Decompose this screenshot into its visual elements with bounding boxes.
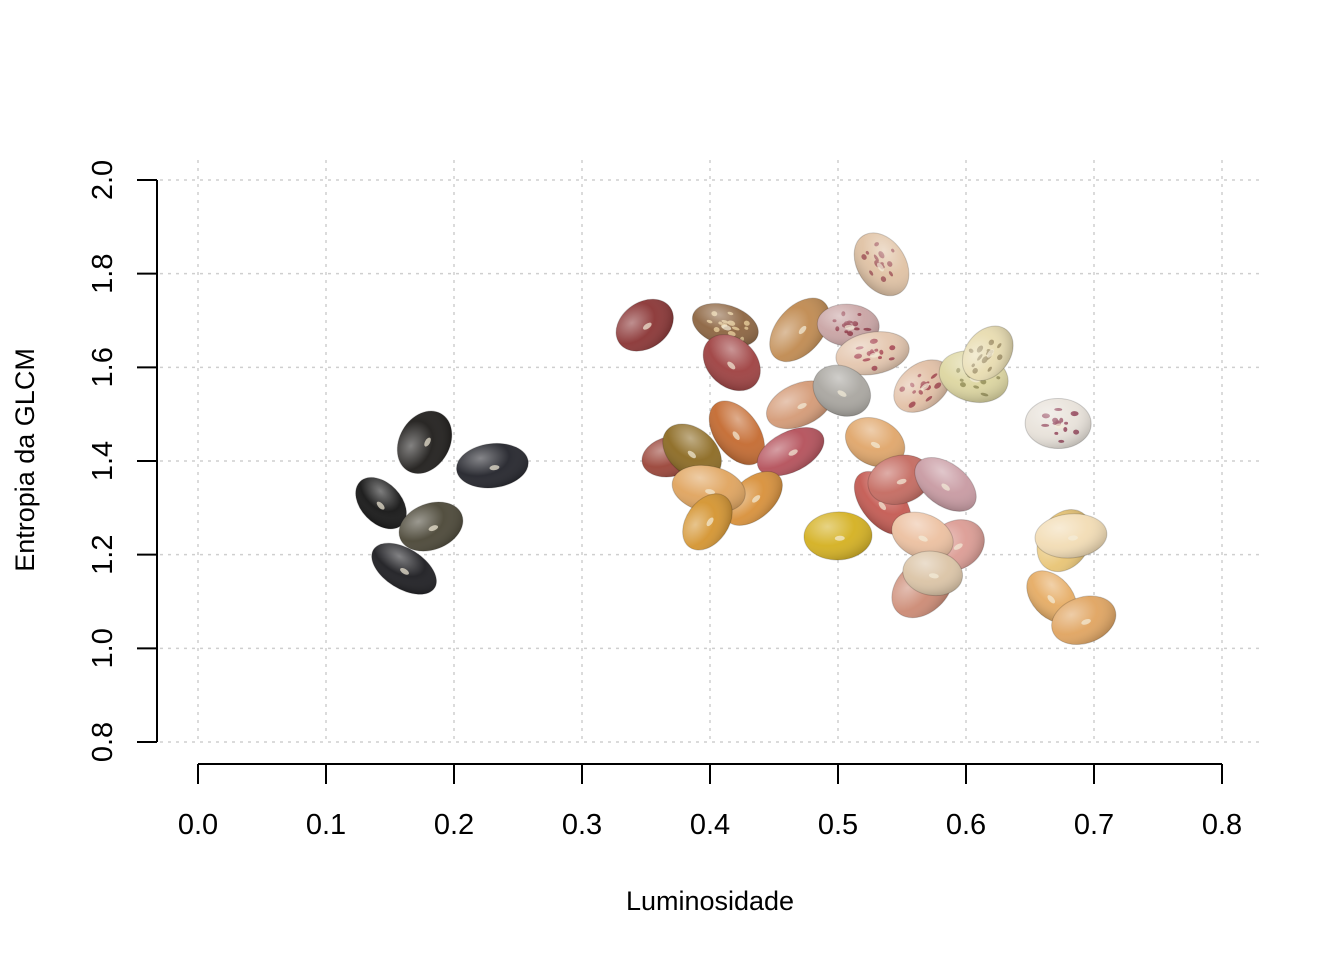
axes: 0.0 0.1 0.2 0.3 0.4 0.5 0.6 0.7 0.8 0.8 1.0 1.2 1.4 1… <box>87 160 1242 841</box>
bean-point <box>844 417 906 468</box>
bean-point <box>853 232 910 297</box>
data-points <box>355 232 1117 645</box>
bean-point <box>371 542 437 595</box>
x-tick-label: 0.6 <box>946 809 986 841</box>
y-axis-title: Entropia da GLCM <box>10 348 40 572</box>
y-tick-label: 1.8 <box>87 254 119 294</box>
bean-point <box>396 410 453 474</box>
bean-point <box>961 325 1014 382</box>
x-tick-label: 0.1 <box>306 809 346 841</box>
bean-point <box>803 511 873 561</box>
bean-point <box>835 331 910 376</box>
bean-point <box>1051 595 1117 645</box>
y-tick-label: 0.8 <box>87 722 119 762</box>
bean-point <box>615 298 674 352</box>
bean-point <box>769 297 830 363</box>
bean-point <box>398 501 464 552</box>
bean-point <box>662 423 722 480</box>
y-tick-label: 1.0 <box>87 628 119 668</box>
bean-point <box>456 442 529 489</box>
y-tick-label: 1.2 <box>87 535 119 575</box>
bean-point <box>702 334 761 392</box>
bean-point <box>914 456 977 512</box>
bean-point <box>1024 398 1092 450</box>
bean-point <box>682 493 733 551</box>
bean-point <box>355 476 407 530</box>
x-tick-label: 0.4 <box>690 809 730 841</box>
y-tick-label: 2.0 <box>87 160 119 200</box>
bean-point <box>708 400 766 466</box>
x-tick-label: 0.3 <box>562 809 602 841</box>
bean-point <box>812 364 872 417</box>
x-tick-label: 0.7 <box>1074 809 1114 841</box>
x-tick-label: 0.8 <box>1202 809 1242 841</box>
y-tick-label: 1.4 <box>87 441 119 481</box>
bean-point <box>1034 513 1108 559</box>
x-tick-label: 0.0 <box>178 809 218 841</box>
bean-point <box>691 302 759 348</box>
x-axis-title: Luminosidade <box>626 886 794 916</box>
x-tick-label: 0.2 <box>434 809 474 841</box>
bean-point <box>893 359 952 413</box>
bean-point <box>902 550 964 597</box>
grid-lines <box>160 160 1264 743</box>
y-tick-label: 1.6 <box>87 347 119 387</box>
x-tick-label: 0.5 <box>818 809 858 841</box>
bean-point <box>756 426 825 477</box>
